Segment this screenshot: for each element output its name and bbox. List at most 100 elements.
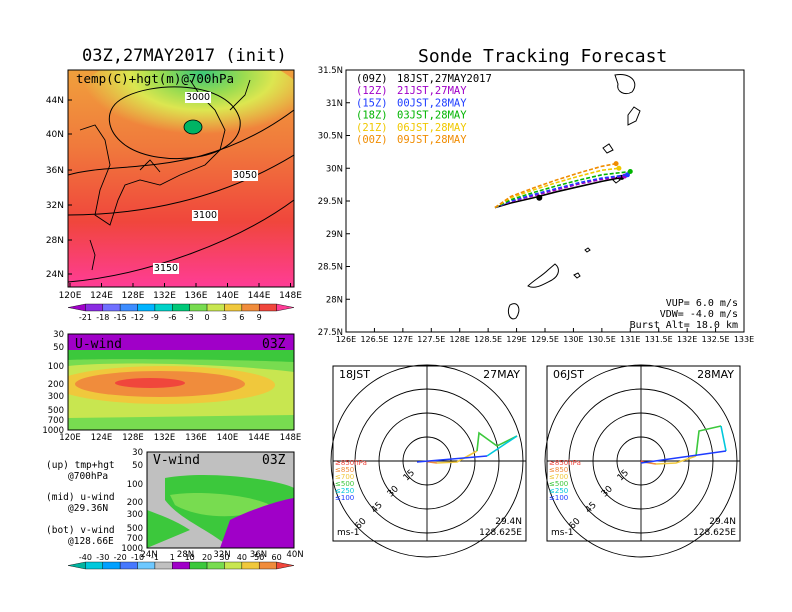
hodo-lat: 29.4N (495, 517, 522, 527)
wind-colorbar: -40 -30 -20 -10 -1 1 10 20 30 40 50 60 (67, 553, 295, 570)
tick-label: 28N (326, 295, 343, 305)
map-lon-ticks: 120E 124E 128E 132E 136E 140E 144E 148E (59, 283, 302, 301)
tick-label: 128E (122, 433, 144, 443)
level-legend: ≤250 (335, 487, 354, 495)
tick-label: 100 (127, 480, 143, 490)
tick-label: 31.5N (318, 66, 343, 76)
note-line: (mid) u-wind (46, 492, 115, 503)
colorbar-label: -30 (96, 553, 109, 562)
colorbar-swatch (67, 561, 86, 570)
tick-label: 50 (132, 461, 143, 471)
colorbar-label: -1 (151, 553, 159, 562)
colorbar-label: 9 (257, 313, 262, 322)
level-legend: ≤700 (549, 473, 568, 481)
level-legend: ≥850hPa (549, 459, 581, 467)
colorbar-swatch (189, 561, 208, 570)
landing-point (627, 169, 633, 175)
tick-label: 136E (185, 433, 207, 443)
colorbar-label: 20 (202, 553, 212, 562)
tick-label: 28N (177, 550, 194, 560)
note-line: (up) tmp+hgt (46, 460, 115, 471)
hodograph-frame (332, 365, 527, 542)
colorbar-swatch (85, 303, 103, 312)
legend-time: 21JST,27MAY (397, 85, 467, 97)
tick-label: 131.5E (645, 335, 673, 344)
track-line (494, 174, 628, 209)
tick-label: 700 (48, 416, 64, 426)
track-line (494, 176, 622, 209)
tick-label: 27.5N (318, 328, 343, 338)
panel-notes: (up) tmp+hgt@700hPa (mid) u-wind@29.36N (b… (46, 460, 115, 547)
tick-label: 32N (46, 201, 64, 211)
colorbar-label: 40 (237, 553, 247, 562)
tick-label: 40N (286, 550, 303, 560)
level-legend: ≤850 (335, 466, 354, 474)
burst-point (536, 194, 543, 201)
hodo-unit: ms-1 (551, 528, 573, 538)
hodo-trace (428, 461, 438, 464)
tick-label: 140E (217, 433, 239, 443)
map-label: temp(C)+hgt(m)@700hPa (76, 71, 235, 86)
tick-label: 500 (127, 524, 143, 534)
tracking-map: 31.5N 31N 30.5N 30N 29.5N 29N 28.5N 28N 27.5N 12… (318, 66, 754, 344)
tick-label: 148E (280, 433, 302, 443)
colorbar-label: 0 (205, 313, 210, 322)
colorbar-label: -20 (114, 553, 127, 562)
colorbar-swatch (241, 561, 260, 570)
hodo-trace (640, 450, 727, 464)
tick-label: 140E (216, 291, 239, 301)
track-line (494, 175, 625, 209)
colorbar-swatch (137, 561, 156, 570)
hodo-lat: 29.4N (709, 517, 736, 527)
cold-core (70, 70, 294, 170)
tick-label: 126.5E (360, 335, 388, 344)
tick-label: 24N (140, 550, 157, 560)
colorbar-label: 6 (239, 313, 244, 322)
tick-label: 129E (506, 335, 526, 344)
track-line (494, 167, 620, 209)
level-legend: ≤100 (549, 494, 568, 502)
tick-label: 500 (48, 406, 64, 416)
contour-labels: 3000 3050 3100 3150 (153, 92, 258, 274)
legend-time: 06JST,28MAY (397, 122, 467, 134)
colorbar-swatch (172, 303, 190, 312)
colorbar-label: -9 (151, 313, 159, 322)
tick-label: 132E (153, 291, 176, 301)
launch-param: VDW= -4.0 m/s (660, 309, 738, 320)
landing-point (624, 172, 630, 178)
colorbar-swatch (206, 303, 225, 312)
tick-label: 132E (677, 335, 697, 344)
colorbar-swatch (172, 561, 190, 570)
tick-label: 31N (326, 99, 343, 109)
tick-label: 144E (248, 433, 270, 443)
map-title: 03Z,27MAY2017 (init) (82, 46, 287, 66)
colorbar-swatch (241, 303, 260, 312)
colorbar-swatch (119, 303, 138, 312)
hodo-lon: 128.625E (693, 528, 736, 538)
legend-code: (18Z) (356, 110, 388, 122)
colorbar-label: -12 (131, 313, 144, 322)
tick-label: 124E (90, 291, 113, 301)
tick-label: 30N (326, 164, 343, 174)
colorbar-swatch (206, 561, 225, 570)
hodo-lon: 128.625E (479, 528, 522, 538)
legend-code: (12Z) (356, 85, 388, 97)
legend-time: 09JST,28MAY (397, 134, 467, 146)
colorbar-swatch (224, 561, 243, 570)
colorbar-swatch (189, 303, 208, 312)
colorbar-label: -6 (168, 313, 176, 322)
tick-label: 29.5N (318, 197, 343, 207)
islands (507, 73, 641, 320)
hodo-unit: ms-1 (337, 528, 359, 538)
tick-label: 131E (620, 335, 640, 344)
colorbar-label: -18 (96, 313, 109, 322)
tick-label: 50 (53, 343, 64, 353)
note-line: @700hPa (68, 471, 108, 482)
v-wind-label: V-wind (153, 453, 200, 468)
hodo-trace (720, 425, 727, 452)
